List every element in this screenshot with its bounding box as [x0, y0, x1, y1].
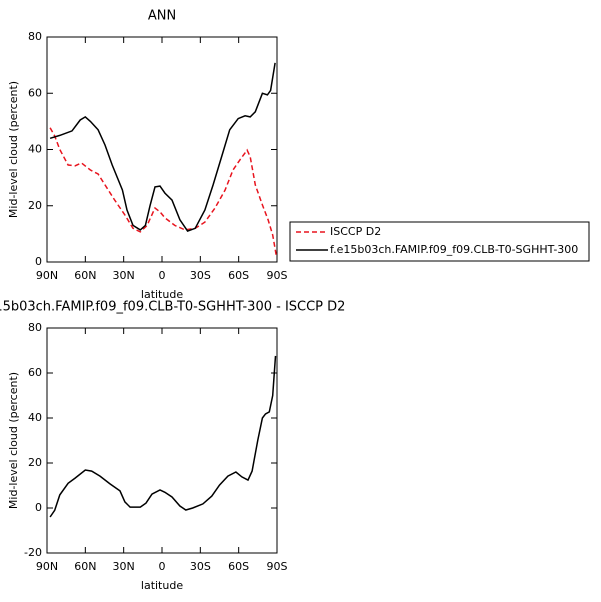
x-tick-label: 0: [159, 269, 166, 282]
x-tick-label: 30S: [190, 560, 211, 573]
y-tick-label: 40: [28, 143, 42, 156]
x-tick-label: 60S: [228, 269, 249, 282]
legend-label: ISCCP D2: [330, 225, 381, 238]
y-tick-label: 80: [28, 30, 42, 43]
y-tick-label: 0: [35, 501, 42, 514]
y-tick-label: 0: [35, 255, 42, 268]
y-tick-label: 40: [28, 411, 42, 424]
y-axis-label: Mid-level cloud (percent): [7, 372, 20, 509]
data-line: [49, 355, 277, 518]
y-tick-label: 60: [28, 86, 42, 99]
x-tick-label: 90N: [36, 269, 58, 282]
chart-title: ANN: [148, 9, 176, 24]
y-tick-label: 60: [28, 366, 42, 379]
data-line: [49, 127, 278, 258]
data-line: [49, 62, 276, 233]
x-axis-label: latitude: [141, 579, 183, 592]
chart-title: f.e15b03ch.FAMIP.f09_f09.CLB-T0-SGHHT-30…: [0, 300, 345, 315]
y-tick-label: -20: [24, 546, 42, 559]
y-tick-label: 80: [28, 321, 42, 334]
y-tick-label: 20: [28, 456, 42, 469]
plot-frame: [46, 36, 278, 263]
x-tick-label: 60N: [74, 269, 96, 282]
legend-box: [289, 221, 590, 262]
x-tick-label: 60N: [74, 560, 96, 573]
x-tick-label: 90N: [36, 560, 58, 573]
y-axis-label: Mid-level cloud (percent): [7, 81, 20, 218]
legend-label: f.e15b03ch.FAMIP.f09_f09.CLB-T0-SGHHT-30…: [330, 243, 578, 256]
x-tick-label: 90S: [267, 560, 288, 573]
x-tick-label: 60S: [228, 560, 249, 573]
x-tick-label: 90S: [267, 269, 288, 282]
x-tick-label: 30N: [113, 560, 135, 573]
y-tick-label: 20: [28, 199, 42, 212]
x-tick-label: 30N: [113, 269, 135, 282]
plot-frame: [46, 327, 278, 554]
x-tick-label: 0: [159, 560, 166, 573]
x-tick-label: 30S: [190, 269, 211, 282]
x-axis-label: latitude: [141, 288, 183, 301]
